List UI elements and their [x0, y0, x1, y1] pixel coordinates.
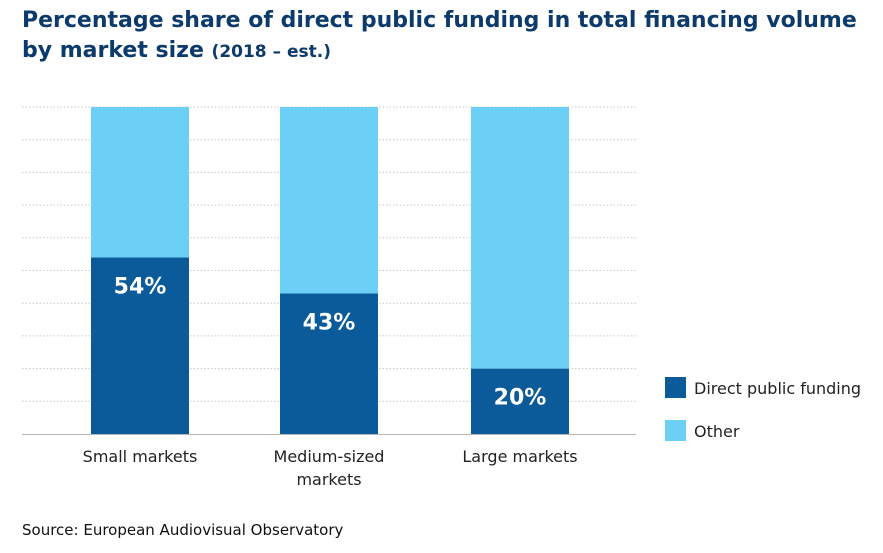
legend: Direct public funding Other — [665, 377, 861, 441]
chart-subtitle: (2018 – est.) — [211, 42, 331, 62]
data-label: 43% — [303, 310, 356, 335]
legend-swatch — [665, 420, 686, 441]
bar-other — [280, 107, 378, 294]
bar-direct-public-funding — [91, 257, 189, 434]
bar-direct-public-funding — [280, 293, 378, 434]
x-tick-label: Medium-sized — [274, 447, 385, 466]
x-tick-label: Small markets — [83, 447, 198, 466]
source-note: Source: European Audiovisual Observatory — [22, 521, 344, 539]
legend-label: Other — [694, 422, 740, 441]
x-tick-label: Large markets — [462, 447, 577, 466]
legend-label: Direct public funding — [694, 379, 861, 398]
legend-swatch — [665, 377, 686, 398]
data-label: 54% — [114, 274, 167, 299]
chart-title-main: Percentage share of direct public fundin… — [22, 8, 857, 63]
chart-title: Percentage share of direct public fundin… — [22, 6, 862, 67]
bar-direct-public-funding — [471, 368, 569, 434]
data-labels: 54% 43% 20% — [114, 274, 547, 410]
bars — [91, 107, 569, 434]
bar-other — [91, 107, 189, 258]
x-axis: Small markets Medium-sized markets Large ma… — [83, 447, 578, 489]
data-label: 20% — [494, 386, 547, 411]
bar-other — [471, 107, 569, 369]
x-tick-label: markets — [296, 470, 361, 489]
